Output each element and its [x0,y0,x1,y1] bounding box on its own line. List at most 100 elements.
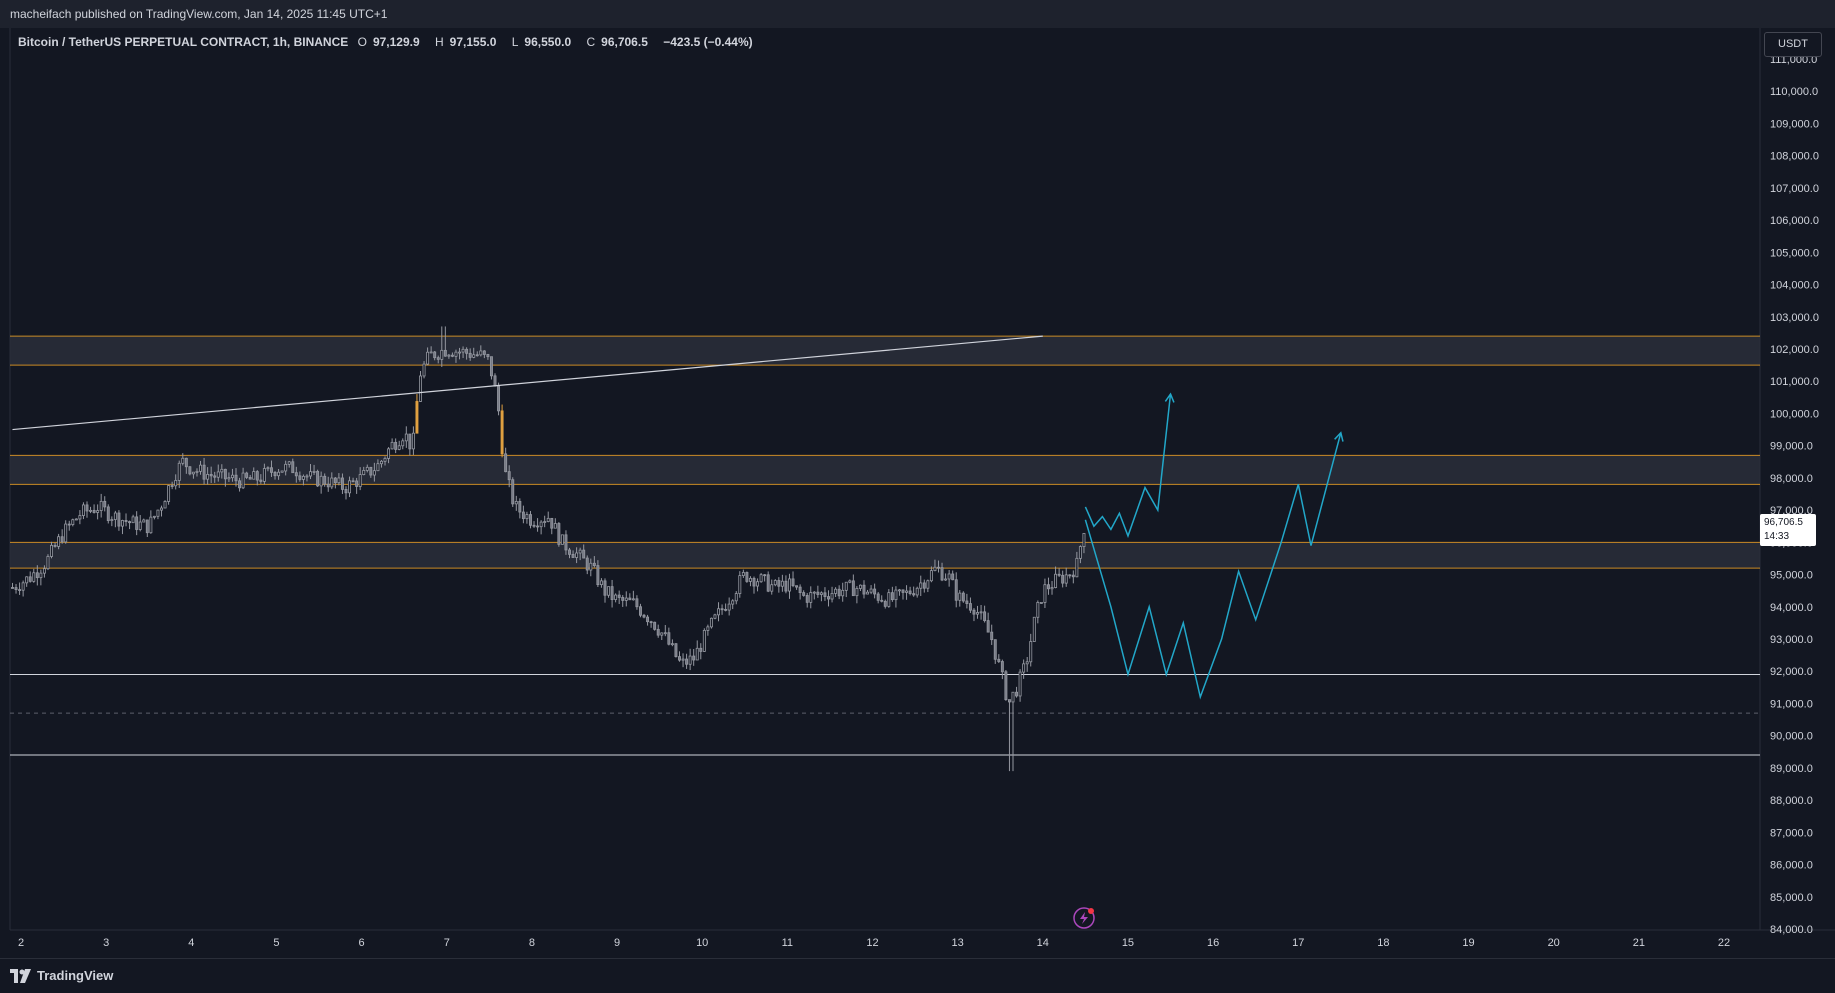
candle-body [617,594,621,598]
candle-body [443,349,447,357]
candle-body [479,350,483,356]
candle-body [922,582,926,589]
candle-body [312,470,316,473]
candle-body [411,432,415,450]
candle-body [862,584,866,595]
candle-body [152,515,156,518]
projection-path-wave[interactable] [1084,432,1342,700]
candle-body [117,512,121,527]
x-tick-label: 3 [103,937,109,949]
candle-body [106,506,110,521]
candle-body [578,549,582,554]
ohlc-high: H 97,155.0 [435,35,497,49]
candle-body [316,470,320,487]
y-tick-label: 104,000.0 [1770,280,1819,292]
candle-body [894,589,898,601]
candle-body [209,474,213,477]
candle-body [319,475,323,487]
candle-body [614,594,618,600]
candle-body [50,544,53,557]
candle-body [784,580,788,592]
x-tick-label: 14 [1037,937,1049,949]
candle-body [557,523,561,545]
candle-body [181,457,185,464]
candle-body [514,501,518,505]
y-tick-label: 109,000.0 [1770,118,1819,130]
candle-body [933,566,937,572]
candle-body [656,628,660,636]
candle-body [1015,691,1019,697]
candle-body [947,573,951,580]
candle-body [901,589,905,593]
candle-body [816,591,820,595]
x-tick-label: 13 [952,937,964,949]
candle-body [738,575,742,594]
y-tick-label: 107,000.0 [1770,183,1819,195]
symbol-name[interactable]: Bitcoin / TetherUS PERPETUAL CONTRACT, 1… [18,35,349,49]
candle-body [323,475,327,485]
candle-body [543,521,547,523]
candle-body [944,578,948,581]
candle-body [844,581,848,591]
tradingview-brand[interactable]: TradingView [10,968,113,983]
candle-body [284,463,288,472]
candle-body [78,515,82,520]
candle-body [1082,533,1086,547]
x-tick-label: 5 [273,937,279,949]
candle-body [649,621,653,624]
candle-body [223,468,227,480]
candle-body [685,658,689,665]
candle-body [18,589,22,591]
candle-body [823,592,827,597]
candle-body [191,471,195,475]
y-tick-label: 93,000.0 [1770,634,1813,646]
candle-body [912,593,916,596]
candle-body [1047,584,1050,590]
x-tick-label: 7 [444,937,450,949]
candle-body [294,472,298,477]
candle-body [1029,641,1033,663]
candle-body [958,592,962,601]
candle-body [791,578,795,587]
candle-body [610,586,614,600]
x-tick-label: 10 [696,937,708,949]
candle-body [766,574,770,592]
candle-body [401,440,405,447]
candle-body [887,592,891,607]
price-axis[interactable] [1760,28,1835,930]
candle-body [795,585,799,588]
candle-body [624,597,628,601]
trendline[interactable] [12,335,1043,431]
lightning-bolt-glyph [1080,912,1088,924]
currency-button[interactable]: USDT [1764,32,1822,57]
candle-body [1007,699,1011,703]
candle-body [273,471,277,477]
candle-body [564,534,568,551]
price-chart[interactable]: 111,000.0 110,000.0 109,000.0 108,000.0 107,… [0,0,1835,958]
candle-body [837,588,841,597]
candle-body [429,351,433,354]
sr-zone-3[interactable] [10,542,1760,569]
candle-body [770,584,774,592]
candle-body [376,463,380,472]
symbol-legend: Bitcoin / TetherUS PERPETUAL CONTRACT, 1… [18,35,759,49]
ohlc-open: O 97,129.9 [357,35,420,49]
published-header: macheifach published on TradingView.com,… [0,0,1835,28]
chart-area[interactable] [10,28,1835,958]
candle-body [827,596,830,600]
bar-countdown: 14:33 [1764,531,1790,542]
candle-body [202,464,206,480]
candle-body [25,576,29,584]
candle-body [990,631,994,641]
x-tick-label: 9 [614,937,620,949]
sr-zone-2[interactable] [10,455,1760,485]
candle-body [539,521,543,528]
candle-body [330,477,334,488]
candle-body [74,518,78,521]
projection-path-up[interactable] [1084,394,1172,539]
candle-body [380,460,383,465]
y-tick-label: 94,000.0 [1770,602,1813,614]
candle-body [67,523,71,526]
y-tick-label: 92,000.0 [1770,666,1813,678]
candle-body [305,475,309,478]
